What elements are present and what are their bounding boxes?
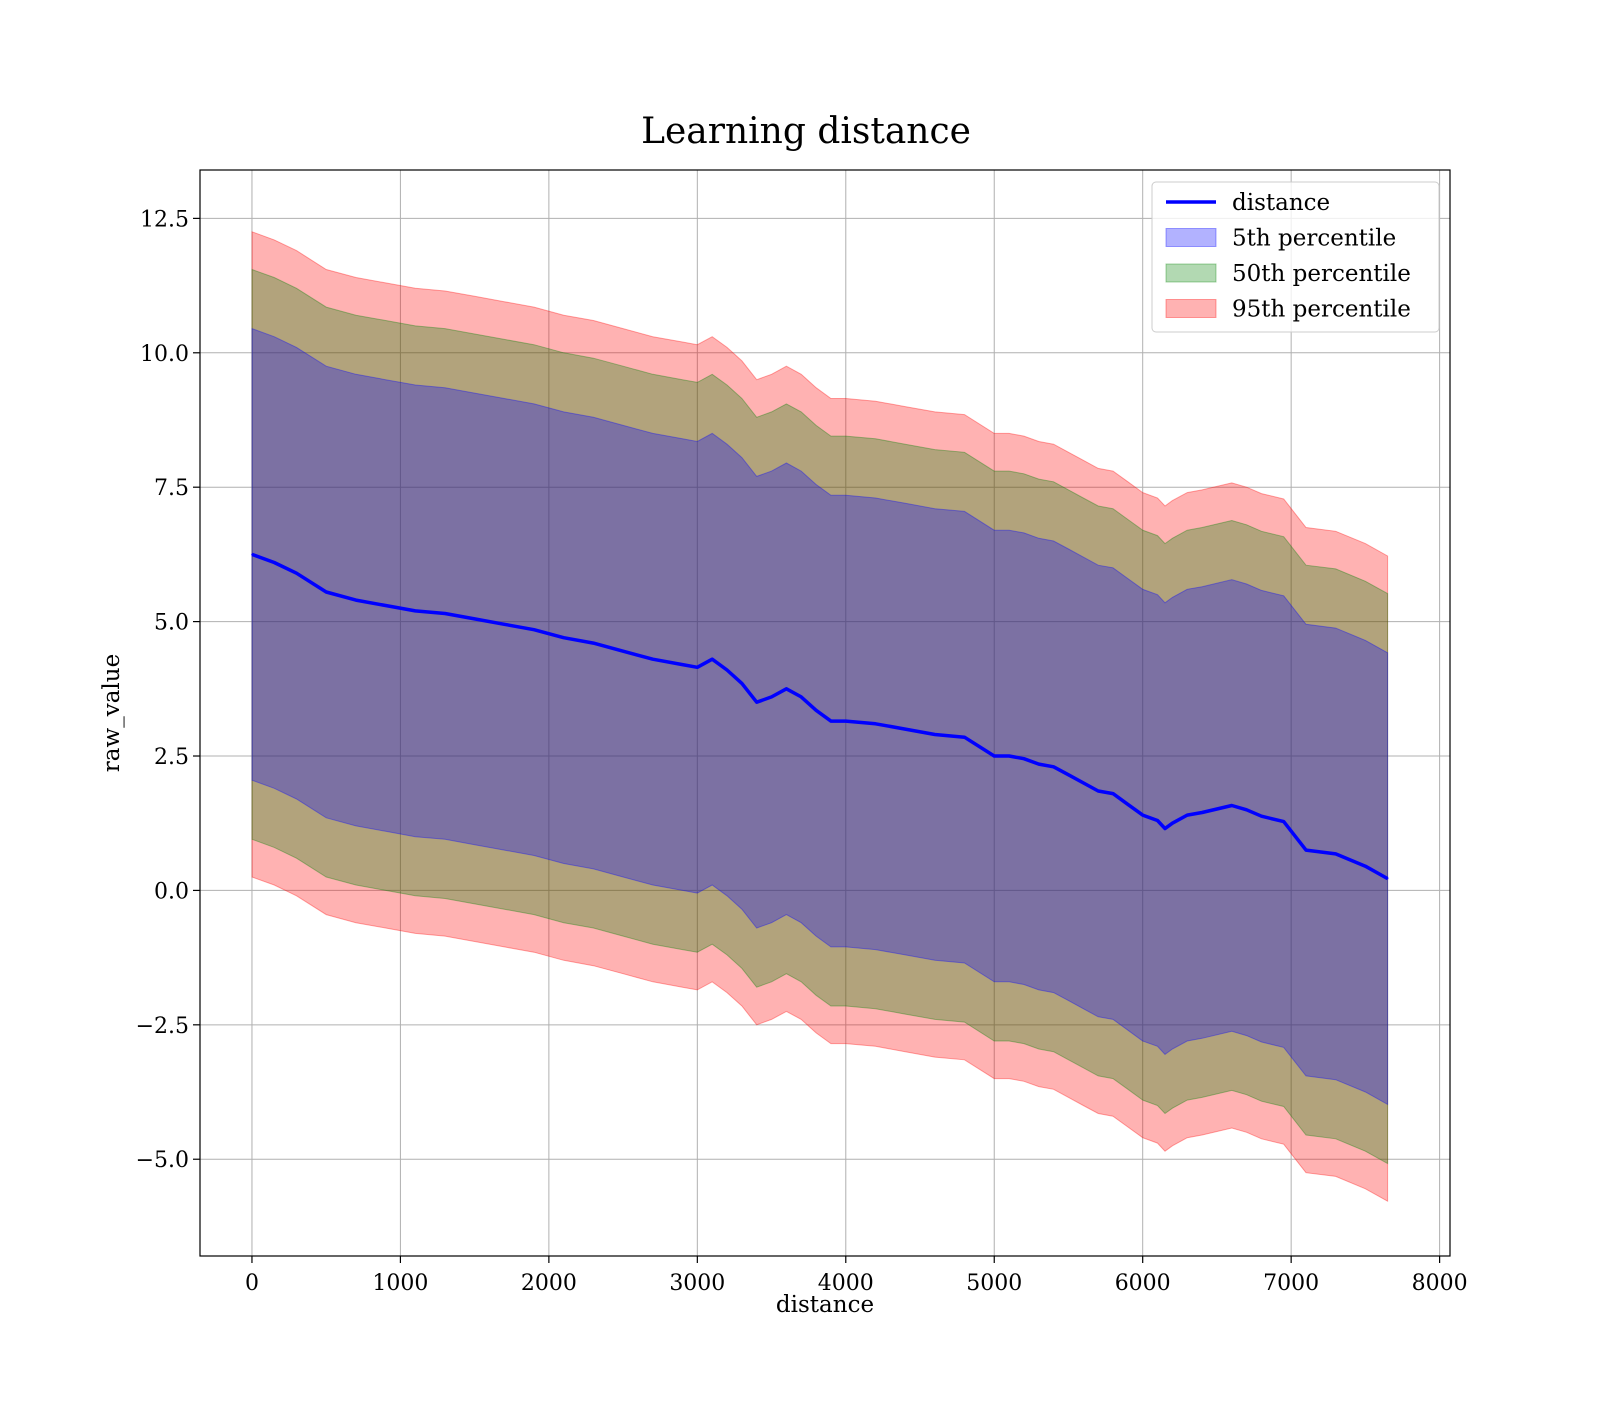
band-50th-percentile [251, 268, 1389, 1165]
plot-frame [199, 169, 1451, 1257]
distance-point [1052, 766, 1055, 768]
distance-point [1386, 877, 1389, 880]
distance-point [696, 666, 699, 669]
distance-point [1097, 790, 1099, 792]
distance-point [622, 650, 624, 652]
distance-point [904, 728, 906, 730]
distance-point [874, 723, 877, 725]
distance-series [251, 552, 1389, 881]
distance-point [355, 599, 357, 601]
distance-point [414, 610, 417, 612]
distance-point [1023, 757, 1025, 760]
band-5th-percentile [251, 327, 1389, 1106]
y-tick-label: 0.0 [154, 879, 189, 904]
distance-point [1156, 819, 1159, 822]
distance-point [1186, 814, 1188, 816]
percentile-bands [251, 231, 1389, 1203]
distance-point [1364, 865, 1367, 867]
x-tick-label: 1000 [372, 1271, 428, 1296]
distance-point [1141, 814, 1144, 816]
distance-point [1282, 820, 1285, 823]
legend-label-5th-percentile: 5th percentile [1232, 226, 1396, 252]
distance-point [1245, 809, 1248, 811]
distance-point [830, 720, 832, 722]
band-95th-percentile [251, 231, 1389, 1203]
distance-point [726, 669, 728, 671]
distance-point [384, 604, 387, 607]
distance-point [562, 636, 565, 639]
distance-point [325, 591, 328, 593]
distance-point [503, 623, 506, 626]
x-axis-label: distance [776, 1292, 874, 1318]
distance-point [1127, 803, 1129, 806]
distance-point [993, 755, 995, 757]
legend-label-distance: distance [1232, 190, 1330, 216]
x-tick-label: 6000 [1115, 1271, 1171, 1296]
x-tick-label: 3000 [669, 1271, 725, 1296]
distance-point [785, 688, 788, 690]
distance-point [1171, 822, 1174, 824]
distance-point [741, 682, 743, 685]
distance-point [1082, 782, 1085, 784]
distance-point [1231, 804, 1233, 807]
distance-point [592, 642, 595, 644]
y-tick-label: 10.0 [140, 342, 189, 367]
distance-point [251, 553, 253, 556]
x-tick-label: 8000 [1412, 1271, 1468, 1296]
distance-point [1112, 792, 1114, 795]
legend-swatch-50th-percentile [1165, 263, 1217, 283]
legend-swatch-5th-percentile [1165, 228, 1217, 247]
x-tick-label: 4000 [818, 1271, 874, 1296]
distance-point [1305, 849, 1307, 851]
distance-point [1008, 755, 1010, 757]
grid [200, 170, 1450, 1256]
distance-point [1164, 827, 1166, 830]
axis-ticks: 0 1000 2000 3000 4000 5000 6000 7000 8000 −5.0 −2.… [136, 207, 1468, 1296]
distance-point [273, 561, 276, 564]
legend-swatch-95th-percentile [1165, 299, 1217, 318]
distance-point [770, 696, 773, 698]
y-tick-label: 5.0 [154, 611, 189, 636]
distance-point [652, 658, 654, 660]
legend-box [1151, 181, 1440, 333]
distance-point [845, 720, 847, 722]
distance-point [815, 709, 817, 712]
legend: distance 5th percentile 50th percentile 95t… [1151, 181, 1440, 333]
y-tick-label: 7.5 [154, 476, 189, 501]
distance-point [1067, 774, 1070, 776]
distance-point [1260, 815, 1263, 817]
distance-point [444, 612, 446, 615]
chart-title: Learning distance [641, 111, 971, 152]
legend-label-50th-percentile: 50th percentile [1232, 261, 1411, 287]
x-tick-label: 5000 [966, 1271, 1022, 1296]
distance-point [1201, 811, 1203, 814]
distance-point [533, 628, 535, 631]
legend-label-95th-percentile: 95th percentile [1232, 297, 1411, 323]
distance-point [473, 618, 476, 620]
distance-point [295, 572, 298, 574]
distance-point [963, 736, 966, 738]
distance-point [711, 658, 713, 660]
y-tick-label: −2.5 [136, 1014, 189, 1039]
distance-point [681, 663, 684, 666]
y-tick-label: 12.5 [140, 207, 189, 232]
distance-point [755, 701, 758, 703]
x-tick-label: 0 [245, 1271, 259, 1296]
distance-point [1038, 763, 1040, 765]
y-tick-label: 2.5 [154, 745, 189, 770]
y-axis-label: raw_value [99, 654, 125, 772]
distance-point [934, 733, 936, 736]
distance-point [800, 696, 802, 698]
y-tick-label: −5.0 [136, 1148, 189, 1173]
x-tick-label: 2000 [521, 1271, 577, 1296]
x-tick-label: 7000 [1263, 1271, 1319, 1296]
distance-point [1334, 853, 1337, 855]
